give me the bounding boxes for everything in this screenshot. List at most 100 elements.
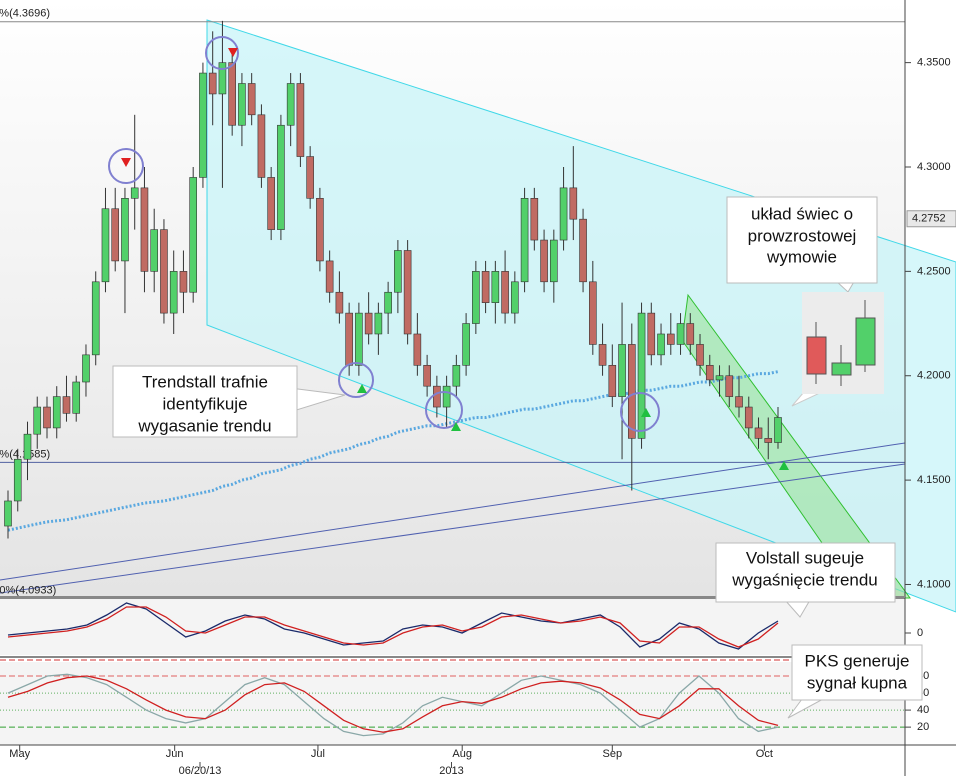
candle-body xyxy=(101,208,110,283)
candle-body xyxy=(666,333,675,345)
signal-triangles xyxy=(121,48,789,470)
callout-text: sygnał kupna xyxy=(807,673,908,692)
callout-box xyxy=(791,644,923,701)
oscillator-line xyxy=(7,675,779,733)
callout-text: wymowie xyxy=(766,247,837,266)
candle-body xyxy=(735,396,743,408)
trend-line xyxy=(0,442,906,581)
buy-signal xyxy=(357,384,367,393)
candle-body xyxy=(335,291,344,314)
oscillator-line xyxy=(7,606,779,648)
candle-body xyxy=(43,406,51,429)
candle-body xyxy=(618,344,626,397)
candle-body xyxy=(452,364,461,387)
signal-circle xyxy=(620,392,660,432)
candle-body xyxy=(520,198,529,283)
inset-candle xyxy=(806,336,827,375)
candle-body xyxy=(559,187,568,241)
callout-text: wygasanie trendu xyxy=(137,416,271,435)
x-tick-label: Aug xyxy=(452,748,472,760)
last-price-label: 4.2752 xyxy=(912,213,946,225)
fib-label: 0.0%(4.3696) xyxy=(0,8,50,20)
y-tick-label: 20 xyxy=(917,721,929,733)
candle-body xyxy=(23,433,32,460)
buy-signal xyxy=(451,422,461,431)
candle-body xyxy=(121,198,129,262)
candle-body xyxy=(705,364,714,381)
x-tick-label: Sep xyxy=(603,748,623,760)
candle-body xyxy=(657,333,665,356)
candle-body xyxy=(296,83,305,157)
candle-body xyxy=(228,62,236,126)
y-tick-label: 4.2500 xyxy=(917,265,951,277)
candle-body xyxy=(462,323,470,366)
candle-body xyxy=(218,62,227,95)
candle-body xyxy=(267,177,275,230)
candle-body xyxy=(199,72,207,178)
x-tick-label: Jul xyxy=(311,748,325,760)
y-tick-label: 4.3500 xyxy=(917,57,951,69)
callout-candles: układ świec o prowzrostowej wymowie xyxy=(726,196,878,293)
candle-body xyxy=(140,187,149,272)
callout-box xyxy=(726,196,878,284)
callout-text: Volstall sugeuje xyxy=(746,548,864,567)
candle-body xyxy=(579,218,587,283)
candle-body xyxy=(91,281,100,356)
candle-body xyxy=(764,438,773,443)
candle-body xyxy=(72,381,81,414)
candle-body xyxy=(247,83,256,116)
candle-body xyxy=(413,333,422,366)
candle-body xyxy=(316,198,324,262)
inset-candle xyxy=(855,317,876,366)
signal-circle xyxy=(108,148,144,184)
candle-body xyxy=(111,208,120,262)
candle-body xyxy=(744,406,753,429)
last-price-box xyxy=(906,210,956,228)
buy-signal xyxy=(779,461,789,470)
candle-body xyxy=(384,291,392,314)
candle-body xyxy=(345,312,353,366)
candle-body xyxy=(540,239,548,283)
fib-label: 100.0%(4.0933) xyxy=(0,584,56,596)
candle-body xyxy=(598,344,607,366)
candle-body xyxy=(374,312,383,335)
callout-volstall: Volstall sugeuje wygaśnięcie trendu xyxy=(715,542,896,618)
candle-body xyxy=(403,250,412,335)
candle-body xyxy=(325,260,334,293)
candle-body xyxy=(238,83,246,126)
candle-body xyxy=(306,156,314,199)
candle-body xyxy=(4,500,12,527)
candle-body xyxy=(433,385,441,408)
signal-circle xyxy=(338,362,374,398)
candle-body xyxy=(208,72,217,95)
buy-signal xyxy=(641,408,651,417)
candle-body xyxy=(530,198,539,241)
callout-text: identyfikuje xyxy=(162,394,247,413)
signal-circle xyxy=(425,391,463,429)
y-tick-label: 4.1500 xyxy=(917,474,951,486)
candle-body xyxy=(481,271,490,303)
candle-body xyxy=(130,187,139,199)
candle-body xyxy=(277,124,285,230)
candle-body xyxy=(33,406,42,435)
candle-body xyxy=(179,271,188,293)
candle-body xyxy=(754,427,763,439)
osc1-panel xyxy=(0,599,905,655)
candle-body xyxy=(491,271,500,303)
candle-body xyxy=(355,312,363,366)
callout-text: wygaśnięcie trendu xyxy=(731,570,878,589)
x-tick-label: Oct xyxy=(756,748,773,760)
callout-trendstall: Trendstall trafnie identyfikuje wygasani… xyxy=(112,365,346,438)
candle-body xyxy=(511,281,519,314)
candle-body xyxy=(725,375,734,397)
oscillator-line xyxy=(7,602,779,650)
candle-body xyxy=(696,344,704,366)
candle-inset xyxy=(791,292,884,407)
candle-body xyxy=(501,271,509,314)
candle-body xyxy=(608,364,617,397)
sell-signal xyxy=(121,158,131,167)
candle-body xyxy=(13,458,22,502)
callout-text: PKS generuje xyxy=(805,651,910,670)
candle-body xyxy=(627,344,636,439)
